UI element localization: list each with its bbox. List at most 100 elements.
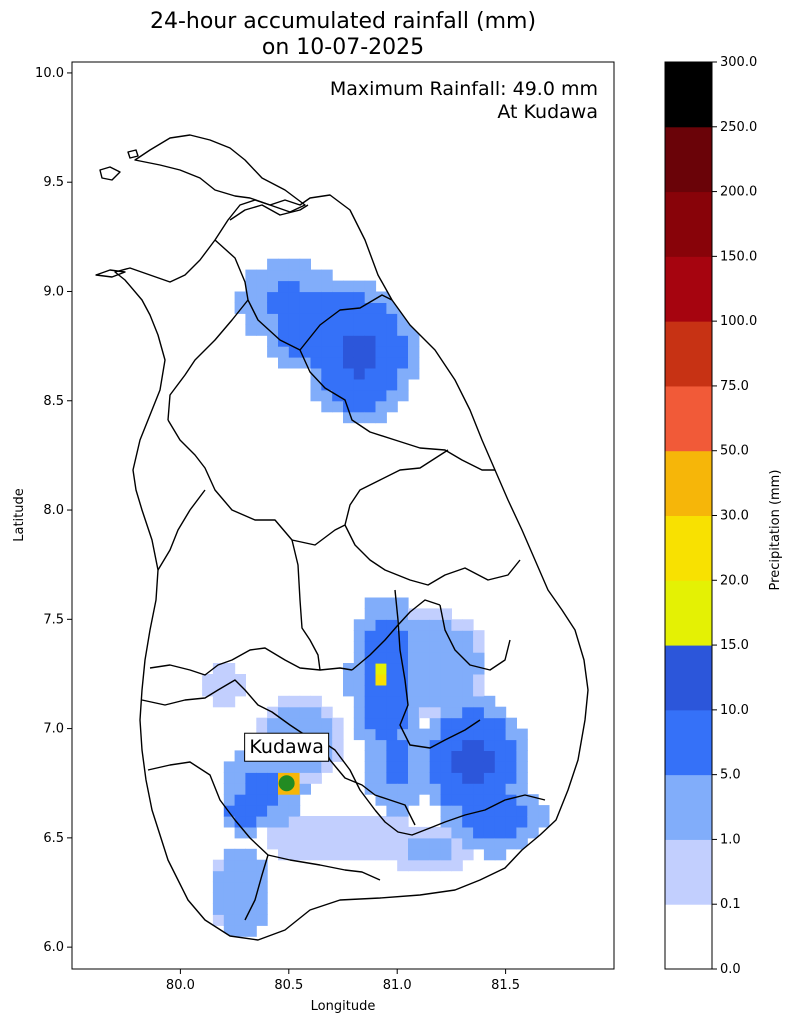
rain-cell <box>278 258 290 271</box>
rain-cell <box>375 837 387 850</box>
max-rainfall-location: At Kudawa <box>497 101 598 123</box>
colorbar-bands <box>665 62 712 970</box>
rain-cell <box>299 258 311 271</box>
rain-cell <box>234 826 246 839</box>
rain-cell <box>494 837 507 850</box>
rain-cell <box>353 378 366 391</box>
rain-cell <box>212 695 225 708</box>
rain-cell <box>353 368 366 380</box>
rain-cell <box>429 859 442 872</box>
rain-cell <box>364 684 377 697</box>
rain-cell <box>364 761 377 773</box>
rain-cell <box>397 816 409 828</box>
rain-cell <box>343 389 355 402</box>
rain-cell <box>364 619 377 631</box>
rain-cell <box>310 357 322 369</box>
rain-cell <box>234 914 246 926</box>
rain-cell <box>256 717 268 730</box>
rain-cell <box>429 684 442 697</box>
rain-cell <box>212 892 225 904</box>
rain-cell <box>375 652 387 664</box>
rain-cell <box>332 400 344 413</box>
rain-cell <box>267 335 279 347</box>
rain-cell <box>343 280 355 293</box>
rain-cell <box>375 313 387 325</box>
rain-cell <box>516 794 528 806</box>
rain-cell <box>364 280 377 293</box>
rain-cell <box>462 772 474 784</box>
rain-cell <box>375 630 387 642</box>
rain-cell <box>288 357 301 369</box>
rain-cell <box>267 805 279 817</box>
rain-cell <box>483 739 496 751</box>
rain-cell <box>267 761 279 773</box>
rain-cell <box>364 346 377 358</box>
rain-cell <box>386 706 398 719</box>
rain-cell <box>397 848 409 861</box>
rain-cell <box>375 663 387 675</box>
y-tick-label: 6.0 <box>43 940 64 955</box>
rain-cell <box>451 739 463 751</box>
rain-cell <box>527 826 539 839</box>
rain-cell <box>397 695 409 708</box>
rain-cell <box>353 684 366 697</box>
y-axis-label: Latitude <box>12 488 27 542</box>
rain-cell <box>310 302 322 314</box>
rain-cell <box>386 630 398 642</box>
rain-cell <box>245 761 257 773</box>
rain-cell <box>364 368 377 380</box>
rain-cell <box>245 816 257 828</box>
rain-cell <box>353 848 366 861</box>
rain-cell <box>451 750 463 762</box>
rain-cell <box>473 826 485 839</box>
rain-cell <box>353 717 366 730</box>
rain-cell <box>223 903 236 915</box>
rain-cell <box>418 652 431 664</box>
rain-cell <box>234 783 246 795</box>
rain-cell <box>397 706 409 719</box>
rain-cell <box>375 400 387 413</box>
rain-cell <box>397 630 409 642</box>
rain-cell <box>386 837 398 850</box>
rain-cell <box>473 706 485 719</box>
rain-cell <box>397 783 409 795</box>
rain-cell <box>288 335 301 347</box>
rain-cell <box>494 772 507 784</box>
rain-cell <box>267 772 279 784</box>
rain-cell <box>408 750 420 762</box>
rain-cell <box>397 859 409 872</box>
rain-cell <box>332 826 344 839</box>
colorbar-ticks: 0.0 0.1 1.0 5.0 10.0 15.0 20.0 30.0 50.0 75.0 100.… <box>712 55 757 977</box>
rain-cell <box>462 848 474 861</box>
rain-cell <box>278 324 290 336</box>
rain-cell <box>494 706 507 719</box>
rain-cell <box>256 903 268 915</box>
rain-cell <box>505 805 517 817</box>
rain-cell <box>397 761 409 773</box>
rain-cell <box>375 335 387 347</box>
rain-cell <box>310 291 322 303</box>
district-boundary <box>394 589 481 749</box>
rain-cell <box>234 816 246 828</box>
rain-cell <box>386 400 398 413</box>
rain-cell <box>451 684 463 697</box>
rain-cell <box>462 695 474 708</box>
y-tick-label: 9.5 <box>43 175 64 190</box>
rain-cell <box>364 706 377 719</box>
colorbar-tick-label: 0.1 <box>720 897 741 912</box>
rain-cell <box>462 630 474 642</box>
colorbar-band <box>665 450 712 516</box>
rain-cell <box>386 597 398 609</box>
rain-cell <box>353 837 366 850</box>
rain-cell <box>483 695 496 708</box>
rain-cell <box>202 684 214 697</box>
rain-cell <box>397 378 409 391</box>
rain-cell <box>408 357 420 369</box>
rain-cell <box>310 837 322 850</box>
rain-cell <box>321 816 333 828</box>
rain-cell <box>473 783 485 795</box>
rain-cell <box>364 826 377 839</box>
rain-cell <box>440 652 452 664</box>
rain-cell <box>288 302 301 314</box>
rain-cell <box>408 674 420 686</box>
